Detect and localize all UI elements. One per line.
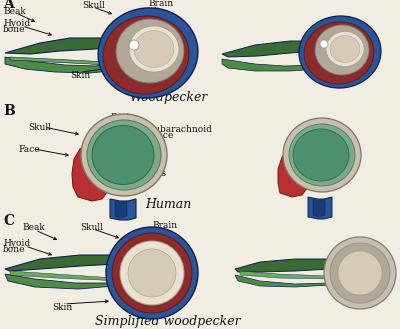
Ellipse shape [98, 8, 198, 98]
Circle shape [324, 237, 396, 309]
Ellipse shape [103, 16, 189, 94]
Text: Hyoid: Hyoid [3, 18, 30, 28]
Text: Simplified woodpecker: Simplified woodpecker [95, 315, 241, 327]
Polygon shape [115, 201, 127, 218]
Text: Skull: Skull [28, 122, 51, 132]
Polygon shape [5, 57, 112, 73]
Polygon shape [72, 143, 109, 201]
Text: Hyoid: Hyoid [3, 239, 30, 247]
Text: Brain: Brain [148, 0, 173, 9]
Text: Skull: Skull [82, 1, 105, 10]
Ellipse shape [304, 22, 374, 84]
Text: Flesh: Flesh [140, 298, 165, 308]
Polygon shape [222, 41, 322, 57]
Ellipse shape [134, 31, 174, 67]
Text: Beak: Beak [3, 7, 26, 15]
Polygon shape [308, 197, 332, 219]
Text: Neck: Neck [140, 163, 164, 171]
Text: Brain: Brain [110, 113, 135, 121]
Ellipse shape [283, 118, 361, 192]
Ellipse shape [92, 125, 154, 185]
Ellipse shape [87, 120, 161, 190]
Text: Human: Human [145, 197, 191, 211]
Circle shape [112, 233, 192, 313]
Text: Skin: Skin [70, 70, 90, 80]
Circle shape [338, 251, 382, 295]
Polygon shape [110, 199, 136, 220]
Polygon shape [5, 255, 120, 271]
Ellipse shape [315, 25, 369, 75]
Circle shape [330, 243, 390, 303]
Text: Subarachnoid: Subarachnoid [148, 124, 212, 134]
Ellipse shape [116, 19, 184, 83]
Text: Brain: Brain [152, 221, 177, 231]
Text: space: space [148, 131, 174, 139]
Text: bone: bone [3, 244, 26, 254]
Text: B: B [3, 104, 15, 118]
Circle shape [120, 241, 184, 305]
Polygon shape [5, 274, 118, 289]
Text: Beak: Beak [22, 223, 45, 233]
Text: Skin: Skin [52, 302, 72, 312]
Text: Skull: Skull [80, 222, 103, 232]
Text: Face: Face [18, 144, 40, 154]
Polygon shape [222, 59, 320, 71]
Polygon shape [235, 259, 335, 272]
Circle shape [129, 40, 139, 50]
Text: bone: bone [3, 24, 26, 34]
Ellipse shape [330, 36, 360, 63]
Text: bones: bones [140, 168, 167, 178]
Ellipse shape [299, 16, 381, 88]
Circle shape [106, 227, 198, 319]
Circle shape [128, 249, 176, 297]
Polygon shape [240, 271, 330, 279]
Circle shape [320, 40, 328, 48]
Polygon shape [235, 275, 334, 287]
Ellipse shape [326, 32, 364, 66]
Text: Flesh: Flesh [148, 70, 173, 80]
Polygon shape [10, 271, 116, 281]
Polygon shape [10, 57, 112, 66]
Polygon shape [313, 199, 325, 217]
Text: A: A [3, 0, 14, 11]
Ellipse shape [81, 114, 167, 196]
Text: C: C [3, 214, 14, 228]
Polygon shape [5, 38, 115, 54]
Ellipse shape [129, 26, 179, 72]
Ellipse shape [293, 129, 349, 181]
Text: Woodpecker: Woodpecker [129, 90, 207, 104]
Polygon shape [278, 148, 309, 197]
Ellipse shape [289, 124, 355, 186]
